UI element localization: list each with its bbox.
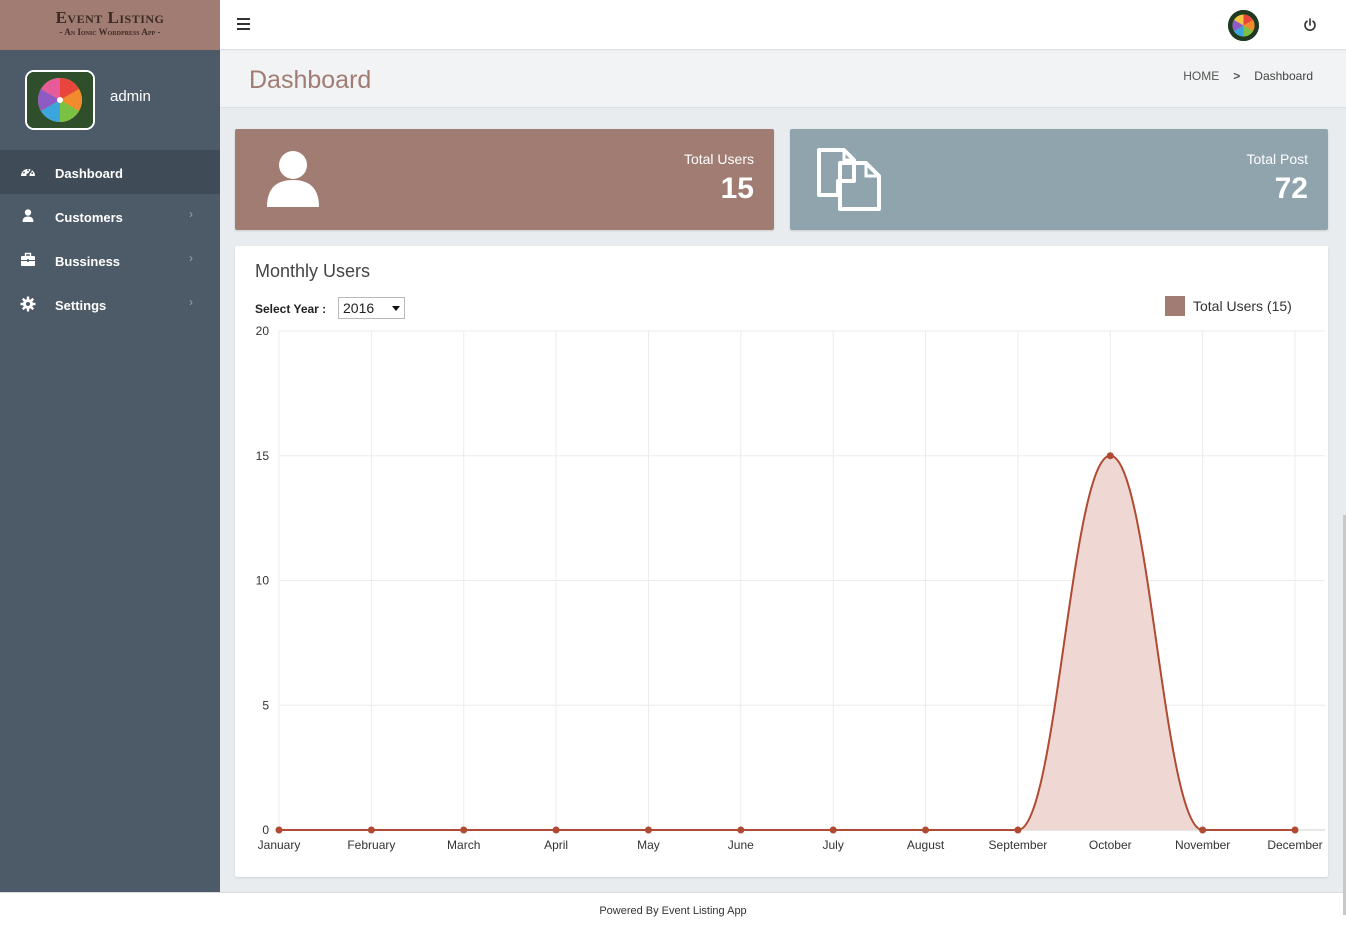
- content-header: Dashboard HOME > Dashboard: [220, 51, 1346, 108]
- x-tick-label: May: [637, 838, 660, 852]
- y-tick-label: 10: [256, 574, 270, 588]
- total-users-value: 15: [720, 172, 754, 205]
- chevron-right-icon: ›: [189, 295, 193, 309]
- sidebar-item-settings[interactable]: Settings ›: [0, 282, 220, 326]
- monthly-users-panel: Monthly Users Select Year : 2016 Total U…: [235, 246, 1328, 877]
- briefcase-icon: [21, 252, 35, 266]
- total-users-label: Total Users: [683, 151, 754, 167]
- gear-icon: [20, 296, 36, 312]
- x-tick-label: October: [1089, 838, 1132, 852]
- y-tick-label: 5: [262, 698, 269, 712]
- breadcrumb: HOME > Dashboard: [1183, 69, 1313, 83]
- caret-down-icon: [392, 306, 400, 311]
- dashboard-icon: [21, 169, 35, 177]
- monthly-users-chart: 0 5 10 15 20 January February March April May June…: [256, 324, 1325, 852]
- data-point: [1106, 452, 1114, 460]
- power-icon[interactable]: [1303, 18, 1317, 32]
- hamburger-menu-icon[interactable]: [237, 18, 250, 31]
- top-navbar: [220, 0, 1346, 50]
- user-icon: [22, 209, 34, 222]
- legend-swatch: [1165, 296, 1185, 316]
- total-post-label: Total Post: [1246, 151, 1308, 167]
- breadcrumb-separator: >: [1233, 69, 1241, 83]
- avatar: [25, 70, 95, 130]
- sidebar-item-label: Settings: [55, 298, 107, 313]
- footer: Powered By Event Listing App: [0, 892, 1346, 929]
- sidebar: Event Listing - An Ionic Wordpress App -…: [0, 0, 220, 892]
- x-tick-label: March: [447, 838, 480, 852]
- data-point: [737, 826, 745, 834]
- chart-title: Monthly Users: [255, 261, 371, 281]
- x-tick-label: January: [258, 838, 301, 852]
- x-tick-label: August: [907, 838, 945, 852]
- x-tick-label: July: [823, 838, 844, 852]
- user-icon: [267, 151, 319, 207]
- brand-subtitle: - An Ionic Wordpress App -: [59, 27, 161, 37]
- sidebar-item-label: Bussiness: [55, 254, 121, 269]
- user-name: admin: [110, 88, 151, 105]
- x-tick-label: December: [1267, 838, 1322, 852]
- breadcrumb-home-link[interactable]: HOME: [1183, 69, 1220, 83]
- scrollbar[interactable]: [1343, 515, 1346, 915]
- data-point: [460, 826, 468, 834]
- data-point: [1199, 826, 1207, 834]
- y-tick-label: 0: [262, 823, 269, 837]
- year-select[interactable]: 2016: [338, 297, 405, 319]
- sidebar-item-customers[interactable]: Customers ›: [0, 194, 220, 238]
- footer-text: Powered By Event Listing App: [599, 905, 747, 917]
- data-point: [275, 826, 283, 834]
- x-tick-label: September: [989, 838, 1048, 852]
- data-point: [552, 826, 560, 834]
- total-post-value: 72: [1274, 172, 1308, 205]
- page-title: Dashboard: [249, 66, 372, 94]
- x-tick-label: November: [1175, 838, 1230, 852]
- data-point: [367, 826, 375, 834]
- chevron-right-icon: ›: [189, 251, 193, 265]
- x-tick-label: February: [347, 838, 395, 852]
- total-post-card: Total Post 72: [790, 129, 1328, 230]
- copy-icon: [817, 148, 881, 211]
- series-area: [279, 455, 1295, 830]
- legend-label: Total Users (15): [1193, 298, 1292, 314]
- sidebar-item-label: Dashboard: [55, 166, 123, 181]
- sidebar-item-label: Customers: [55, 210, 123, 225]
- sidebar-item-bussiness[interactable]: Bussiness ›: [0, 238, 220, 282]
- chevron-right-icon: ›: [189, 207, 193, 221]
- avatar[interactable]: [1228, 10, 1259, 41]
- data-point: [1014, 826, 1022, 834]
- sidebar-item-dashboard[interactable]: Dashboard: [0, 150, 220, 194]
- data-point: [829, 826, 837, 834]
- y-tick-label: 20: [256, 324, 270, 338]
- total-users-card: Total Users 15: [235, 129, 774, 230]
- x-tick-label: April: [544, 838, 568, 852]
- data-point: [922, 826, 930, 834]
- sidebar-nav: Dashboard Customers › Bussiness ›: [0, 150, 220, 326]
- brand-title: Event Listing: [55, 8, 165, 27]
- x-tick-label: June: [728, 838, 754, 852]
- select-year-label: Select Year :: [255, 302, 327, 316]
- brand-logo[interactable]: Event Listing - An Ionic Wordpress App -: [0, 0, 220, 50]
- data-point: [644, 826, 652, 834]
- y-tick-label: 15: [256, 449, 270, 463]
- year-select-value: 2016: [343, 300, 375, 316]
- breadcrumb-current: Dashboard: [1254, 69, 1313, 83]
- user-panel: admin: [0, 50, 220, 150]
- data-point: [1291, 826, 1299, 834]
